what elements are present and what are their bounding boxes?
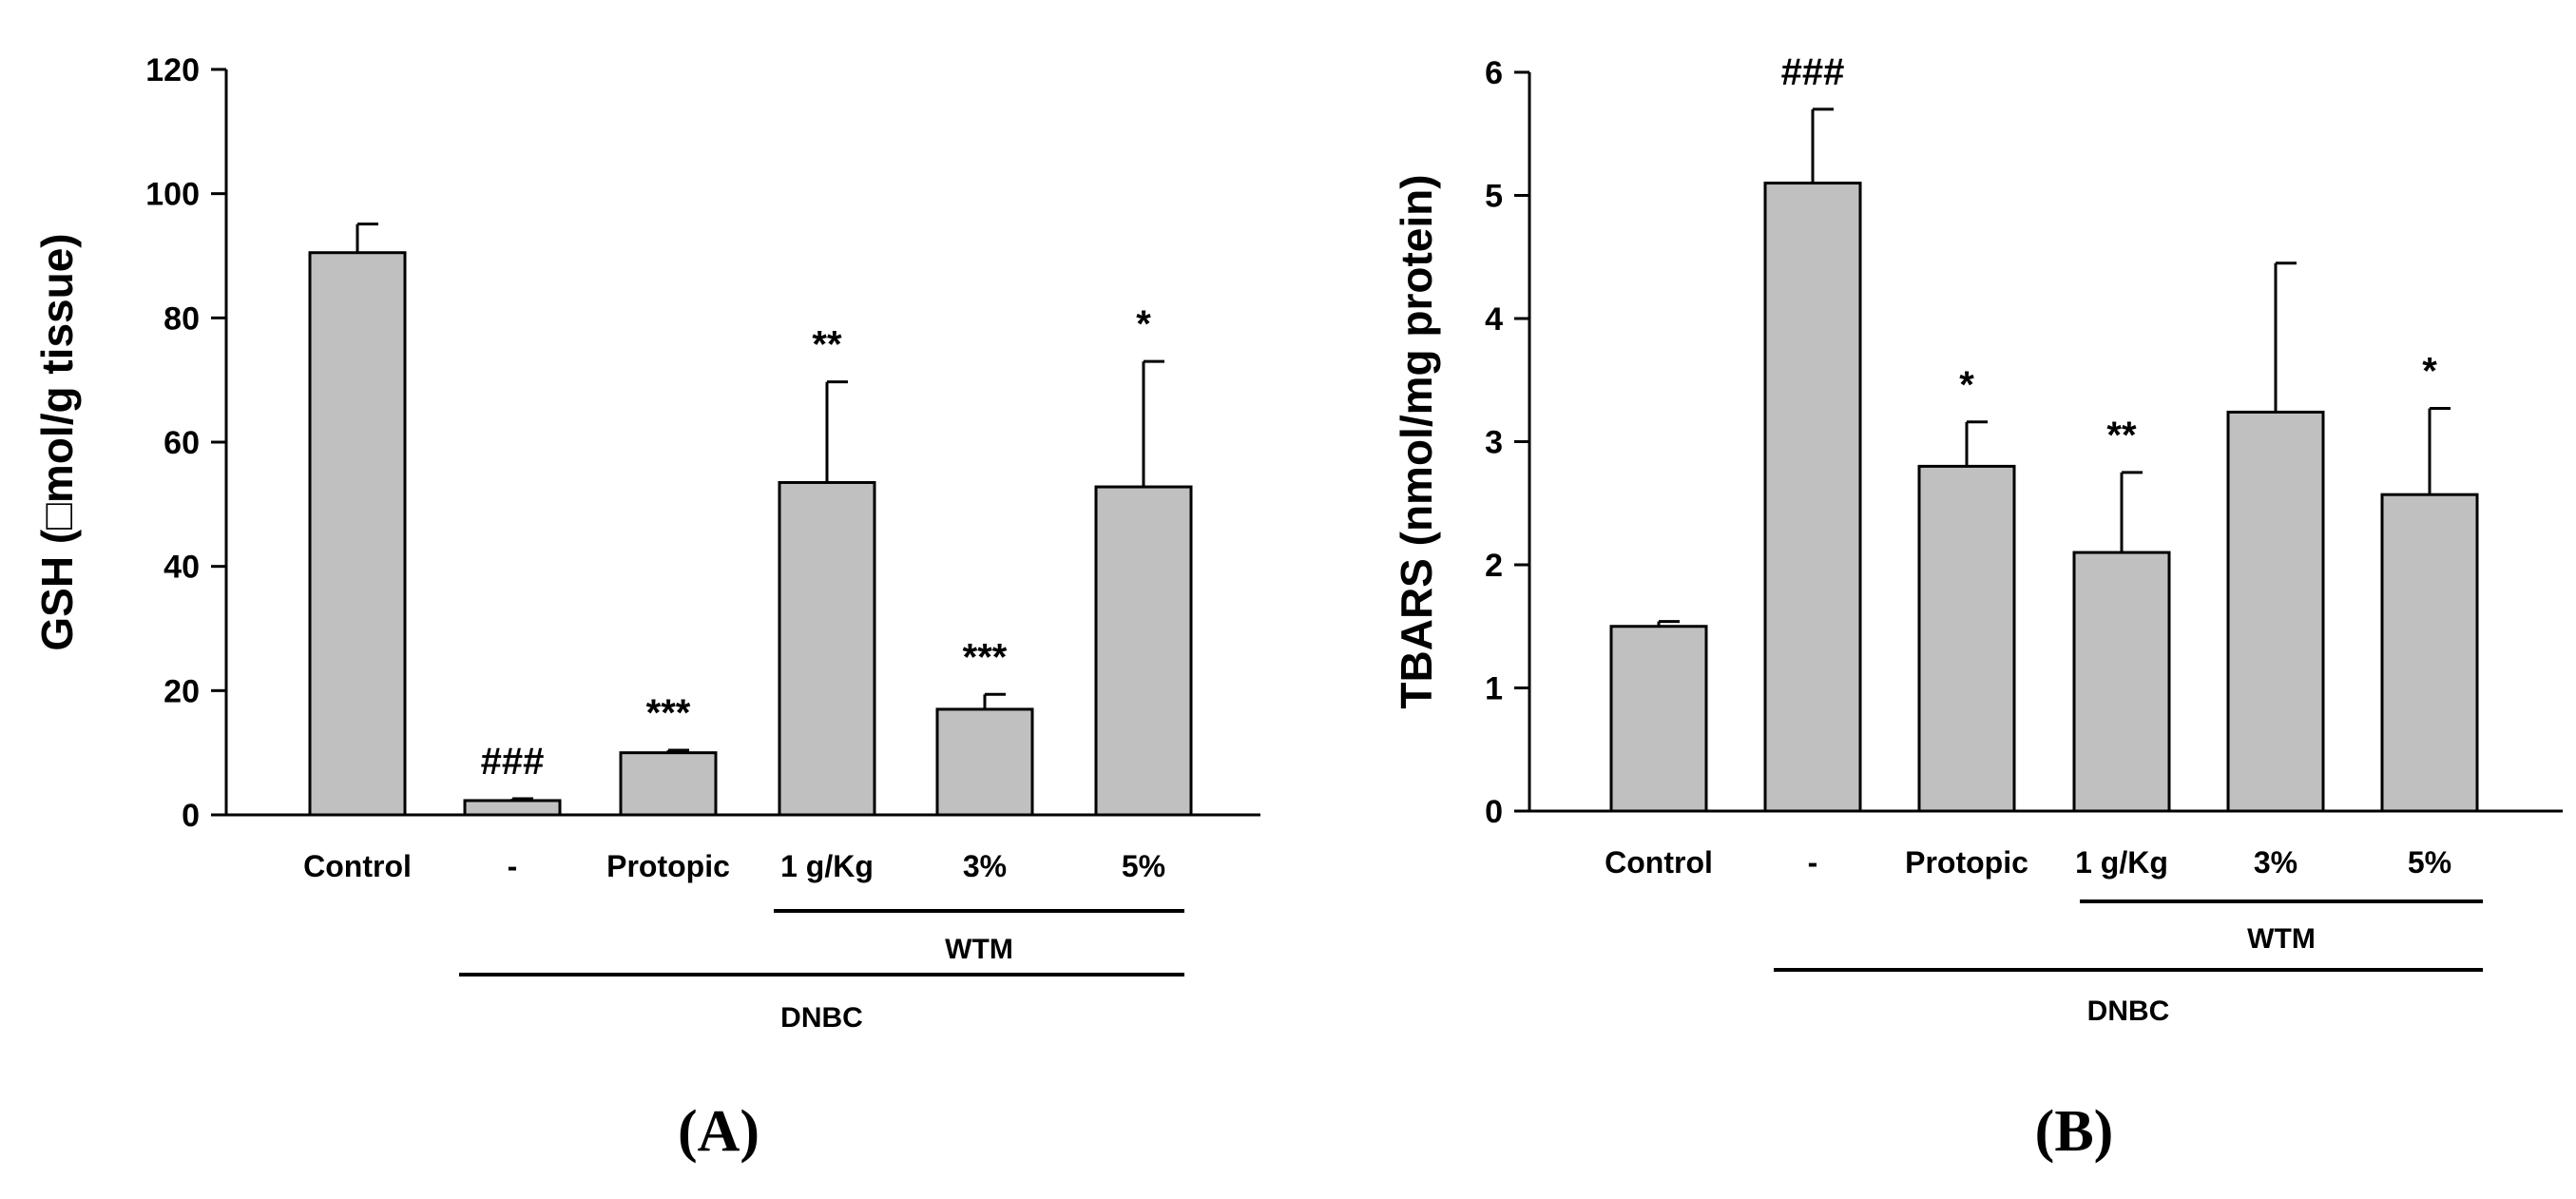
y-tick-label: 3 [1485,425,1503,461]
x-tick-label: 3% [963,849,1007,883]
x-tick-label: 1 g/Kg [2075,845,2168,880]
bar [619,751,718,817]
y-tick-label: 0 [182,798,200,834]
bar [1763,182,1862,813]
chart-tbars: 0 1 2 3 4 5 6 TBARS (nmol/mg protein) Control ###… [1392,51,2563,1164]
group-label: WTM [945,934,1013,965]
y-tick-label: 6 [1485,55,1503,91]
y-tick-label: 40 [163,550,200,586]
bar [308,251,407,817]
bar [935,707,1034,817]
bar [1917,464,2016,813]
bar [1609,625,1708,813]
significance-label: *** [646,692,691,734]
significance-label: * [1136,303,1151,345]
significance-label: ** [2106,415,2137,456]
y-tick-label: 0 [1485,794,1503,830]
significance-label: ** [812,324,842,366]
y-tick-label: 1 [1485,671,1503,707]
significance-label: ### [1781,51,1845,93]
group-label: WTM [2247,923,2316,955]
significance-label: *** [963,636,1008,678]
y-tick-label: 100 [145,177,200,213]
significance-label: * [2422,351,2437,393]
group-label: DNBC [780,1002,863,1034]
significance-label: * [1959,364,1974,406]
chart-gsh: 0 20 40 60 80 100 120 GSH (□mol/g tissue) Contro… [32,52,1260,1164]
y-axis-label: TBARS (nmol/mg protein) [1392,174,1441,708]
x-tick-label: - [1808,845,1818,880]
x-tick-label: - [508,849,518,883]
bar [2226,410,2325,813]
x-tick-label: 1 g/Kg [780,849,874,883]
y-tick-label: 5 [1485,179,1503,215]
y-tick-label: 120 [145,52,200,88]
bar [2380,493,2479,813]
x-tick-label: 5% [2408,845,2451,880]
bar [778,480,876,817]
bar [463,799,562,817]
x-tick-label: Protopic [1905,845,2028,880]
x-tick-label: 5% [1122,849,1165,883]
bar [2072,551,2171,813]
group-label: DNBC [2087,996,2170,1027]
y-axis-label: GSH (□mol/g tissue) [32,233,82,650]
bar [1094,485,1193,817]
significance-label: ### [481,741,545,783]
y-tick-label: 80 [163,300,200,337]
panel-label: (B) [2035,1099,2114,1164]
panel-label: (A) [678,1099,759,1164]
x-tick-label: Protopic [606,849,730,883]
x-tick-label: Control [1605,845,1713,880]
y-tick-label: 20 [163,673,200,709]
y-tick-label: 2 [1485,548,1503,584]
x-tick-label: Control [303,849,412,883]
y-tick-label: 4 [1485,301,1503,338]
y-tick-label: 60 [163,425,200,461]
x-tick-label: 3% [2254,845,2297,880]
